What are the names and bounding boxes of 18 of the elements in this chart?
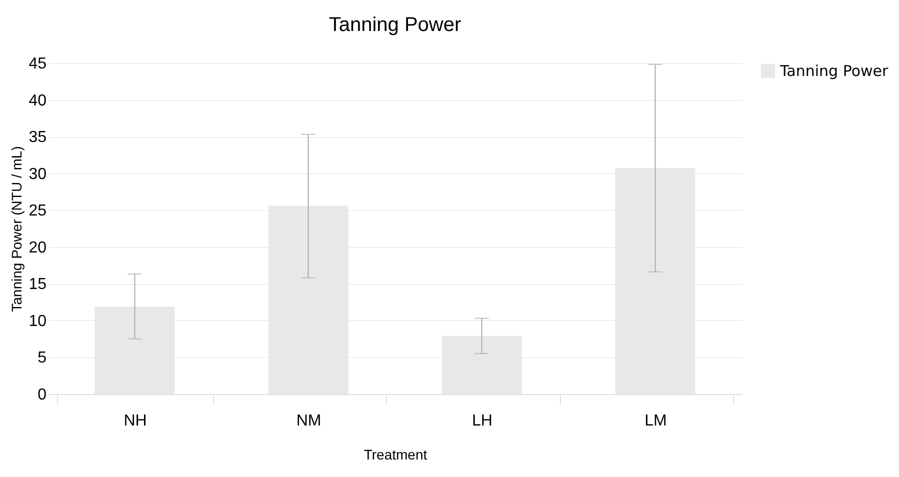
y-tick-label: 10 <box>28 312 47 330</box>
y-tick-label: 45 <box>28 56 47 72</box>
y-tick-label: 35 <box>28 129 47 146</box>
y-tick-label: 25 <box>28 202 47 220</box>
x-axis-title: Treatment <box>364 446 428 462</box>
x-tick-label: NM <box>296 412 322 430</box>
x-tick-label: LH <box>472 412 492 430</box>
x-tick-label: NH <box>124 412 147 430</box>
legend-label: Tanning Power <box>779 62 890 80</box>
y-tick-label: 20 <box>28 239 47 256</box>
y-axis-title: Tanning Power (NTU / mL) <box>8 146 25 312</box>
y-tick-label: 15 <box>28 276 47 294</box>
y-tick-label: 30 <box>28 166 47 183</box>
chart-title: Tanning Power <box>328 14 462 36</box>
y-tick-label: 0 <box>38 386 47 404</box>
x-tick-label: LM <box>644 412 667 430</box>
y-tick-label: 40 <box>28 92 47 110</box>
y-tick-label: 5 <box>38 350 47 367</box>
